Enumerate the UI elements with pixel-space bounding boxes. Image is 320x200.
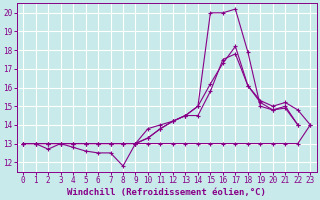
X-axis label: Windchill (Refroidissement éolien,°C): Windchill (Refroidissement éolien,°C) [67,188,266,197]
